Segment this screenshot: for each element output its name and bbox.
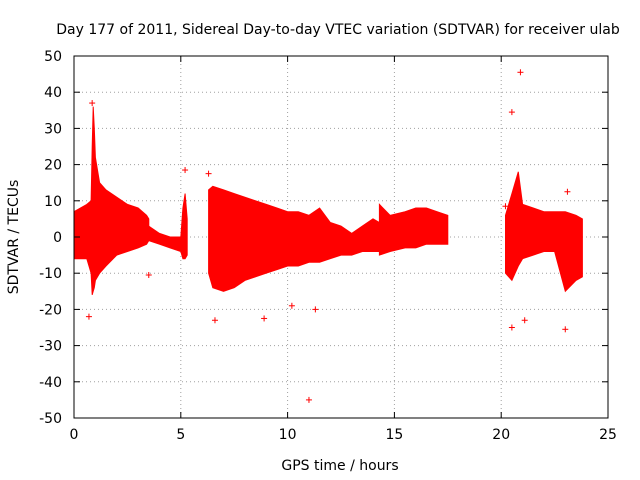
data-point <box>508 109 515 116</box>
data-point <box>261 315 268 322</box>
data-point <box>564 188 571 195</box>
data-point <box>312 306 319 313</box>
data-point <box>517 69 524 76</box>
y-tick-label: 30 <box>44 121 62 137</box>
data-point <box>508 324 515 331</box>
y-tick-label: 40 <box>44 85 62 101</box>
data-point <box>85 313 92 320</box>
y-tick-label: -30 <box>39 339 62 355</box>
data-point <box>305 396 312 403</box>
data-point <box>182 167 189 174</box>
data-point <box>145 272 152 279</box>
x-tick-label: 0 <box>70 427 79 443</box>
data-envelope <box>148 193 188 260</box>
data-series <box>73 69 583 403</box>
data-point <box>211 317 218 324</box>
y-tick-label: 10 <box>44 194 62 210</box>
y-tick-label: -10 <box>39 266 62 282</box>
y-tick-label: 0 <box>53 230 62 246</box>
data-point <box>521 317 528 324</box>
x-tick-label: 25 <box>599 427 617 443</box>
axis-ticks: 0 5 10 15 20 25 -50 -40 -30 -20 -10 0 10 20 30 40 50 <box>39 49 617 443</box>
x-axis-label: GPS time / hours <box>281 458 398 474</box>
data-point <box>502 203 509 210</box>
y-tick-label: -50 <box>39 411 62 427</box>
y-tick-label: -40 <box>39 375 62 391</box>
y-axis-label: SDTVAR / TECUs <box>6 180 22 295</box>
x-tick-label: 10 <box>279 427 297 443</box>
y-tick-label: 50 <box>44 49 62 65</box>
data-point <box>89 100 96 107</box>
y-tick-label: -20 <box>39 302 62 318</box>
x-tick-label: 20 <box>492 427 510 443</box>
data-point <box>205 170 212 177</box>
data-envelope <box>505 171 583 293</box>
y-tick-label: 20 <box>44 158 62 174</box>
x-tick-label: 15 <box>385 427 403 443</box>
data-point <box>288 302 295 309</box>
data-envelope <box>378 203 449 256</box>
x-tick-label: 5 <box>176 427 185 443</box>
data-point <box>562 326 569 333</box>
chart-title: Day 177 of 2011, Sidereal Day-to-day VTE… <box>56 22 620 38</box>
